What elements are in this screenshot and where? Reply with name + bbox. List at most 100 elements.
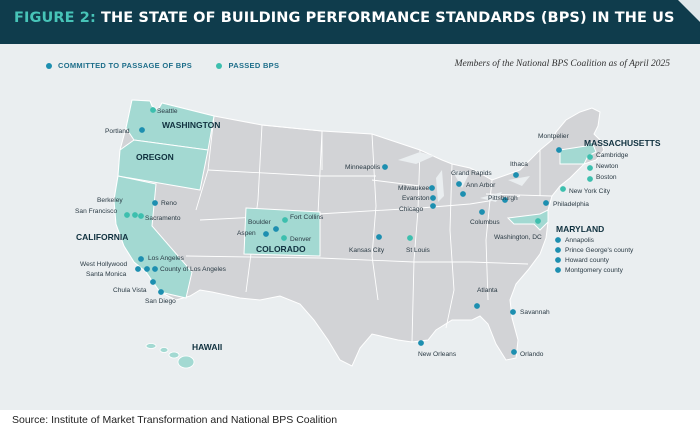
state-maryland <box>506 209 549 231</box>
legend-label-committed: COMMITTED TO PASSAGE OF BPS <box>58 61 193 70</box>
label-san-diego: San Diego <box>145 298 176 305</box>
marker-philadelphia <box>543 200 549 206</box>
legend-dot-passed <box>216 62 223 69</box>
marker-columbus <box>479 209 485 215</box>
marker-sacramento <box>138 213 144 219</box>
hawaii-islands <box>145 343 195 369</box>
marker-prince-georges <box>555 247 561 253</box>
label-colorado: COLORADO <box>256 244 306 254</box>
label-chicago: Chicago <box>399 206 424 213</box>
label-atlanta: Atlanta <box>477 287 498 294</box>
marker-kansas-city <box>376 234 382 240</box>
marker-boulder <box>273 226 279 232</box>
label-new-york-city: New York City <box>569 188 611 195</box>
label-annapolis: Annapolis <box>565 237 595 244</box>
legend-item-committed: COMMITTED TO PASSAGE OF BPS <box>46 61 192 70</box>
marker-santa-monica <box>144 266 150 272</box>
label-howard: Howard county <box>565 257 610 264</box>
figure-header: FIGURE 2: THE STATE OF BUILDING PERFORMA… <box>0 0 700 44</box>
label-massachusetts: MASSACHUSETTS <box>584 138 661 148</box>
marker-montpelier <box>556 147 562 153</box>
label-seattle: Seattle <box>157 108 178 115</box>
map-legend: COMMITTED TO PASSAGE OF BPS PASSED BPS <box>46 61 301 71</box>
label-montgomery: Montgomery county <box>565 267 624 274</box>
marker-orlando <box>511 349 517 355</box>
label-ithaca: Ithaca <box>510 161 528 168</box>
legend-item-passed: PASSED BPS <box>216 61 279 70</box>
marker-ithaca <box>513 172 519 178</box>
us-landmass <box>113 99 605 367</box>
marker-savannah <box>510 309 516 315</box>
label-montpelier: Montpelier <box>538 133 570 140</box>
marker-washington-dc <box>535 218 541 224</box>
figure-title: FIGURE 2: THE STATE OF BUILDING PERFORMA… <box>14 10 675 26</box>
marker-ann-arbor <box>460 191 466 197</box>
marker-new-orleans <box>418 340 424 346</box>
label-washington-dc: Washington, DC <box>494 234 542 241</box>
label-newton: Newton <box>596 163 619 170</box>
figure-footer: Source: Institute of Market Transformati… <box>0 410 700 434</box>
label-denver: Denver <box>290 236 312 243</box>
state-massachusetts <box>559 141 597 165</box>
marker-atlanta <box>474 303 480 309</box>
marker-grand-rapids <box>456 181 462 187</box>
marker-st-louis <box>407 235 413 241</box>
legend-label-passed: PASSED BPS <box>228 61 280 70</box>
label-washington: WASHINGTON <box>162 120 220 130</box>
label-maryland: MARYLAND <box>556 224 604 234</box>
label-minneapolis: Minneapolis <box>345 164 381 171</box>
marker-county-of-los-angeles <box>152 266 158 272</box>
marker-chula-vista <box>150 279 156 285</box>
marker-san-diego <box>158 289 164 295</box>
marker-west-hollywood <box>135 266 141 272</box>
marker-chicago <box>430 203 436 209</box>
state-oregon <box>117 139 209 191</box>
marker-denver <box>281 235 287 241</box>
marker-reno <box>152 200 158 206</box>
figure-title-text: THE STATE OF BUILDING PERFORMANCE STANDA… <box>101 10 675 26</box>
marker-san-francisco <box>124 212 130 218</box>
label-hawaii: HAWAII <box>192 342 222 352</box>
label-columbus: Columbus <box>470 219 500 226</box>
marker-new-york-city <box>560 186 566 192</box>
label-boulder: Boulder <box>248 219 272 226</box>
marker-portland <box>139 127 145 133</box>
us-map: WASHINGTON OREGON CALIFORNIA COLORADO HA… <box>75 99 661 369</box>
marker-newton <box>587 165 593 171</box>
label-new-orleans: New Orleans <box>418 351 457 358</box>
source-note: Source: Institute of Market Transformati… <box>12 414 338 426</box>
label-evanston: Evanston <box>402 195 430 202</box>
map-subtitle: Members of the National BPS Coalition as… <box>454 59 670 69</box>
marker-berkeley <box>132 212 138 218</box>
label-orlando: Orlando <box>520 351 544 358</box>
label-west-hollywood: West Hollywood <box>80 261 127 268</box>
label-boston: Boston <box>596 174 617 181</box>
label-los-angeles: Los Angeles <box>148 255 185 262</box>
label-philadelphia: Philadelphia <box>553 201 589 208</box>
label-santa-monica: Santa Monica <box>86 271 127 278</box>
marker-aspen <box>263 231 269 237</box>
label-savannah: Savannah <box>520 309 550 316</box>
marker-seattle <box>150 107 156 113</box>
label-milwaukee: Milwaukee <box>398 185 429 192</box>
marker-annapolis <box>555 237 561 243</box>
label-county-of-los-angeles: County of Los Angeles <box>160 266 227 273</box>
label-prince-georges: Prince George's county <box>565 247 634 254</box>
legend-dot-committed <box>46 62 52 69</box>
marker-minneapolis <box>382 164 388 170</box>
label-grand-rapids: Grand Rapids <box>451 170 492 177</box>
header-corner-fold <box>678 0 700 22</box>
label-fort-collins: Fort Collins <box>290 214 324 221</box>
marker-boston <box>587 176 593 182</box>
label-berkeley: Berkeley <box>97 197 123 204</box>
label-chula-vista: Chula Vista <box>113 287 147 294</box>
label-kansas-city: Kansas City <box>349 247 385 254</box>
great-lakes <box>398 152 530 202</box>
marker-evanston <box>430 195 436 201</box>
label-portland: Portland <box>105 128 130 135</box>
state-washington <box>125 99 215 151</box>
marker-fort-collins <box>282 217 288 223</box>
state-colorado <box>243 207 321 257</box>
label-pittsburgh: Pittsburgh <box>488 195 518 202</box>
